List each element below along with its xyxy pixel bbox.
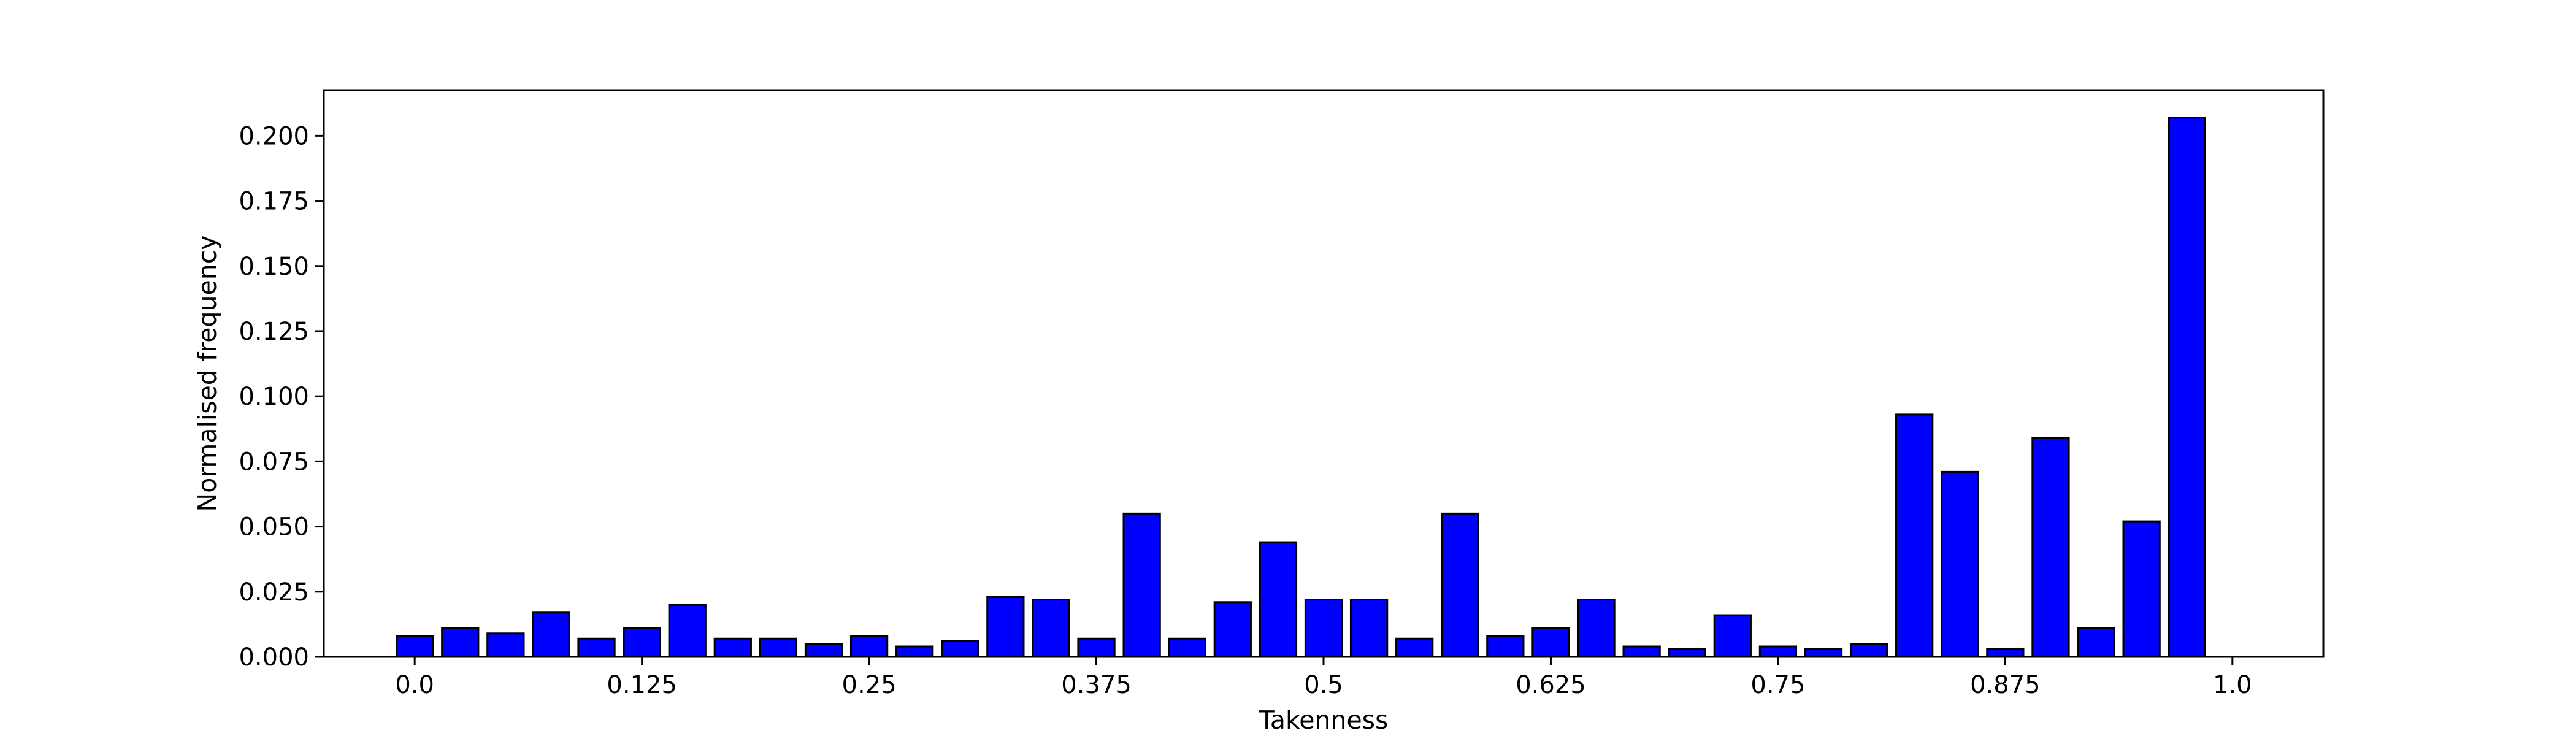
bar-9 (804, 643, 843, 658)
x-axis-label: Takenness (1259, 705, 1389, 735)
y-tick-label-6: 0.150 (239, 253, 309, 281)
bar-30 (1758, 645, 1798, 658)
bar-14 (1032, 599, 1070, 658)
bar-15 (1077, 637, 1116, 658)
bar-0 (396, 635, 434, 658)
bar-29 (1713, 614, 1752, 658)
bar-19 (1259, 541, 1298, 658)
x-tick-label-1: 0.125 (607, 671, 677, 699)
bar-17 (1168, 637, 1206, 658)
bar-25 (1531, 627, 1570, 658)
bar-5 (623, 627, 661, 658)
y-tick-label-1: 0.025 (239, 578, 309, 607)
bar-11 (895, 645, 934, 658)
plot-frame (323, 89, 2325, 658)
bar-37 (2077, 627, 2115, 658)
y-tick-label-8: 0.200 (239, 122, 309, 150)
y-tick-label-5: 0.125 (239, 318, 309, 346)
y-tick-label-0: 0.000 (239, 643, 309, 672)
x-tick-label-6: 0.75 (1750, 671, 1805, 699)
bar-38 (2122, 520, 2161, 658)
x-axis: 0.0 0.125 0.25 0.375 0.5 0.625 0.75 0.875 1.0 (395, 657, 2252, 699)
x-tick-label-2: 0.25 (842, 671, 897, 699)
bar-21 (1349, 599, 1389, 658)
bar-28 (1668, 648, 1706, 658)
bar-33 (1895, 413, 1934, 658)
bar-32 (1849, 643, 1888, 658)
x-tick-label-5: 0.625 (1516, 671, 1586, 699)
bar-34 (1941, 470, 1979, 658)
bar-24 (1486, 635, 1525, 658)
bar-35 (1986, 648, 2025, 658)
bar-27 (1622, 645, 1661, 658)
bar-31 (1804, 648, 1843, 658)
bar-1 (441, 627, 480, 658)
bar-2 (486, 632, 525, 658)
y-tick-label-2: 0.050 (239, 513, 309, 542)
bar-12 (941, 640, 979, 658)
bar-4 (577, 637, 616, 658)
bar-20 (1304, 599, 1343, 658)
bar-36 (2031, 437, 2070, 658)
x-tick-label-3: 0.375 (1061, 671, 1132, 699)
x-tick-label-4: 0.5 (1304, 671, 1343, 699)
bar-39 (2168, 117, 2206, 658)
y-axis-label: Normalised frequency (193, 235, 222, 512)
y-tick-label-7: 0.175 (239, 188, 309, 216)
bar-10 (849, 635, 889, 658)
bar-8 (759, 637, 798, 658)
y-tick-label-4: 0.100 (239, 383, 309, 411)
bars-group (396, 117, 2206, 658)
bar-22 (1395, 637, 1434, 658)
x-tick-label-0: 0.0 (395, 671, 434, 699)
bar-6 (668, 604, 707, 658)
bar-7 (713, 637, 752, 658)
bar-3 (532, 611, 570, 658)
bar-23 (1441, 512, 1479, 658)
y-axis: 0.000 0.025 0.050 0.075 0.100 0.125 0.150 0.175… (239, 122, 324, 672)
bar-13 (986, 596, 1025, 658)
bar-18 (1213, 601, 1252, 658)
y-tick-label-3: 0.075 (239, 448, 309, 476)
bar-26 (1577, 599, 1616, 658)
x-tick-label-7: 0.875 (1970, 671, 2041, 699)
bar-16 (1122, 512, 1161, 658)
x-tick-label-8: 1.0 (2213, 671, 2252, 699)
